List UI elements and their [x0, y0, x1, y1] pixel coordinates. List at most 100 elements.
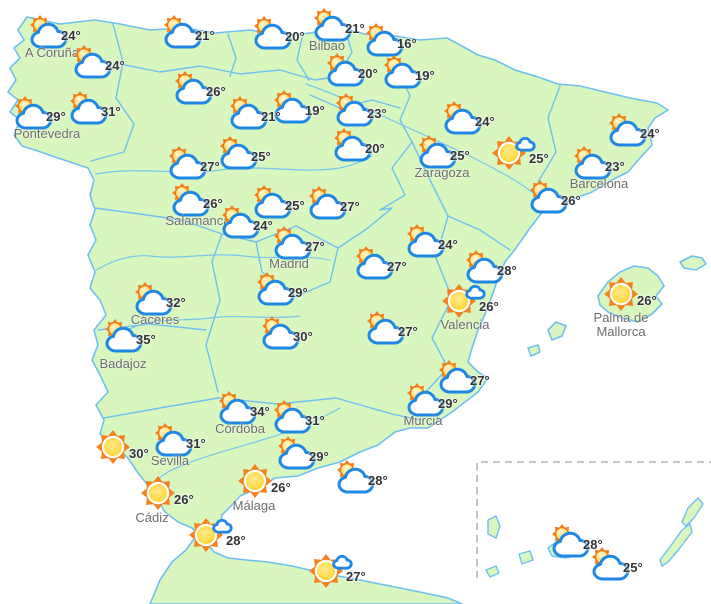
- partly-cloudy-icon: [588, 547, 632, 581]
- temperature-label: 27°: [200, 159, 220, 174]
- temperature-label: 28°: [583, 537, 603, 552]
- temperature-label: 34°: [250, 404, 270, 419]
- temperature-label: 25°: [529, 151, 549, 166]
- partly-cloudy-icon: [171, 71, 215, 105]
- temperature-label: 35°: [136, 332, 156, 347]
- temperature-label: 29°: [288, 285, 308, 300]
- partly-cloudy-icon: [101, 319, 145, 353]
- partly-cloudy-icon: [215, 391, 259, 425]
- temperature-label: 27°: [305, 239, 325, 254]
- city-label: Córdoba: [215, 421, 265, 436]
- partly-cloudy-icon: [218, 205, 262, 239]
- temperature-label: 20°: [358, 66, 378, 81]
- temperature-label: 26°: [206, 84, 226, 99]
- temperature-label: 30°: [129, 446, 149, 461]
- partly-cloudy-icon: [66, 91, 110, 125]
- temperature-label: 20°: [285, 29, 305, 44]
- sunny-icon: [138, 473, 178, 513]
- partly-cloudy-icon: [435, 360, 479, 394]
- temperature-label: 28°: [226, 533, 246, 548]
- temperature-label: 26°: [174, 492, 194, 507]
- temperature-label: 30°: [293, 329, 313, 344]
- temperature-label: 26°: [561, 193, 581, 208]
- temperature-label: 26°: [637, 293, 657, 308]
- partly-cloudy-icon: [226, 96, 270, 130]
- city-label: Málaga: [232, 498, 276, 513]
- partly-cloudy-icon: [250, 16, 294, 50]
- temperature-label: 29°: [46, 109, 66, 124]
- partly-cloudy-icon: [333, 460, 377, 494]
- temperature-label: 23°: [605, 159, 625, 174]
- temperature-label: 25°: [285, 198, 305, 213]
- mostly-sunny-icon: [440, 280, 486, 320]
- partly-cloudy-icon: [160, 15, 204, 49]
- partly-cloudy-icon: [362, 23, 406, 57]
- temperature-label: 31°: [305, 413, 325, 428]
- partly-cloudy-icon: [253, 272, 297, 306]
- city-label: Barcelona: [569, 176, 629, 191]
- temperature-label: 28°: [497, 263, 517, 278]
- temperature-label: 26°: [479, 299, 499, 314]
- mostly-sunny-icon: [490, 132, 536, 172]
- partly-cloudy-icon: [440, 101, 484, 135]
- partly-cloudy-icon: [548, 524, 592, 558]
- temperature-label: 24°: [640, 126, 660, 141]
- temperature-label: 19°: [415, 68, 435, 83]
- temperature-label: 24°: [105, 58, 125, 73]
- partly-cloudy-icon: [380, 55, 424, 89]
- temperature-label: 25°: [623, 560, 643, 575]
- temperature-label: 27°: [470, 373, 490, 388]
- partly-cloudy-icon: [310, 8, 354, 42]
- temperature-label: 32°: [166, 295, 186, 310]
- partly-cloudy-icon: [526, 180, 570, 214]
- partly-cloudy-icon: [216, 136, 260, 170]
- city-label: Palma de Mallorca: [593, 310, 649, 339]
- partly-cloudy-icon: [570, 146, 614, 180]
- partly-cloudy-icon: [250, 185, 294, 219]
- partly-cloudy-icon: [330, 128, 374, 162]
- temperature-label: 26°: [203, 196, 223, 211]
- temperature-label: 29°: [309, 449, 329, 464]
- temperature-label: 21°: [345, 21, 365, 36]
- temperature-label: 27°: [387, 259, 407, 274]
- partly-cloudy-icon: [151, 423, 195, 457]
- partly-cloudy-icon: [165, 146, 209, 180]
- temperature-label: 21°: [195, 28, 215, 43]
- city-label: Pontevedra: [13, 126, 81, 141]
- temperature-label: 25°: [251, 149, 271, 164]
- city-label: Bilbao: [308, 38, 346, 53]
- partly-cloudy-icon: [605, 113, 649, 147]
- partly-cloudy-icon: [270, 90, 314, 124]
- temperature-label: 16°: [397, 36, 417, 51]
- partly-cloudy-icon: [70, 45, 114, 79]
- sunny-icon: [601, 274, 641, 314]
- temperature-label: 31°: [186, 436, 206, 451]
- mostly-sunny-icon: [307, 550, 353, 590]
- temperature-label: 27°: [340, 199, 360, 214]
- temperature-label: 31°: [101, 104, 121, 119]
- temperature-label: 21°: [261, 109, 281, 124]
- partly-cloudy-icon: [352, 246, 396, 280]
- partly-cloudy-icon: [305, 186, 349, 220]
- partly-cloudy-icon: [363, 311, 407, 345]
- partly-cloudy-icon: [415, 135, 459, 169]
- sunny-icon: [93, 427, 133, 467]
- temperature-label: 24°: [475, 114, 495, 129]
- partly-cloudy-icon: [403, 224, 447, 258]
- partly-cloudy-icon: [131, 282, 175, 316]
- temperature-label: 24°: [61, 28, 81, 43]
- temperature-label: 23°: [367, 106, 387, 121]
- temperature-label: 24°: [438, 237, 458, 252]
- temperature-label: 24°: [253, 218, 273, 233]
- temperature-label: 27°: [346, 569, 366, 584]
- city-label: Salamanca: [165, 213, 231, 228]
- city-label: Badajoz: [99, 356, 147, 371]
- city-label: Valencia: [440, 317, 490, 332]
- partly-cloudy-icon: [11, 96, 55, 130]
- partly-cloudy-icon: [270, 400, 314, 434]
- temperature-label: 20°: [365, 141, 385, 156]
- city-label: Sevilla: [150, 453, 190, 468]
- partly-cloudy-icon: [274, 436, 318, 470]
- city-label: A Coruña: [24, 45, 80, 60]
